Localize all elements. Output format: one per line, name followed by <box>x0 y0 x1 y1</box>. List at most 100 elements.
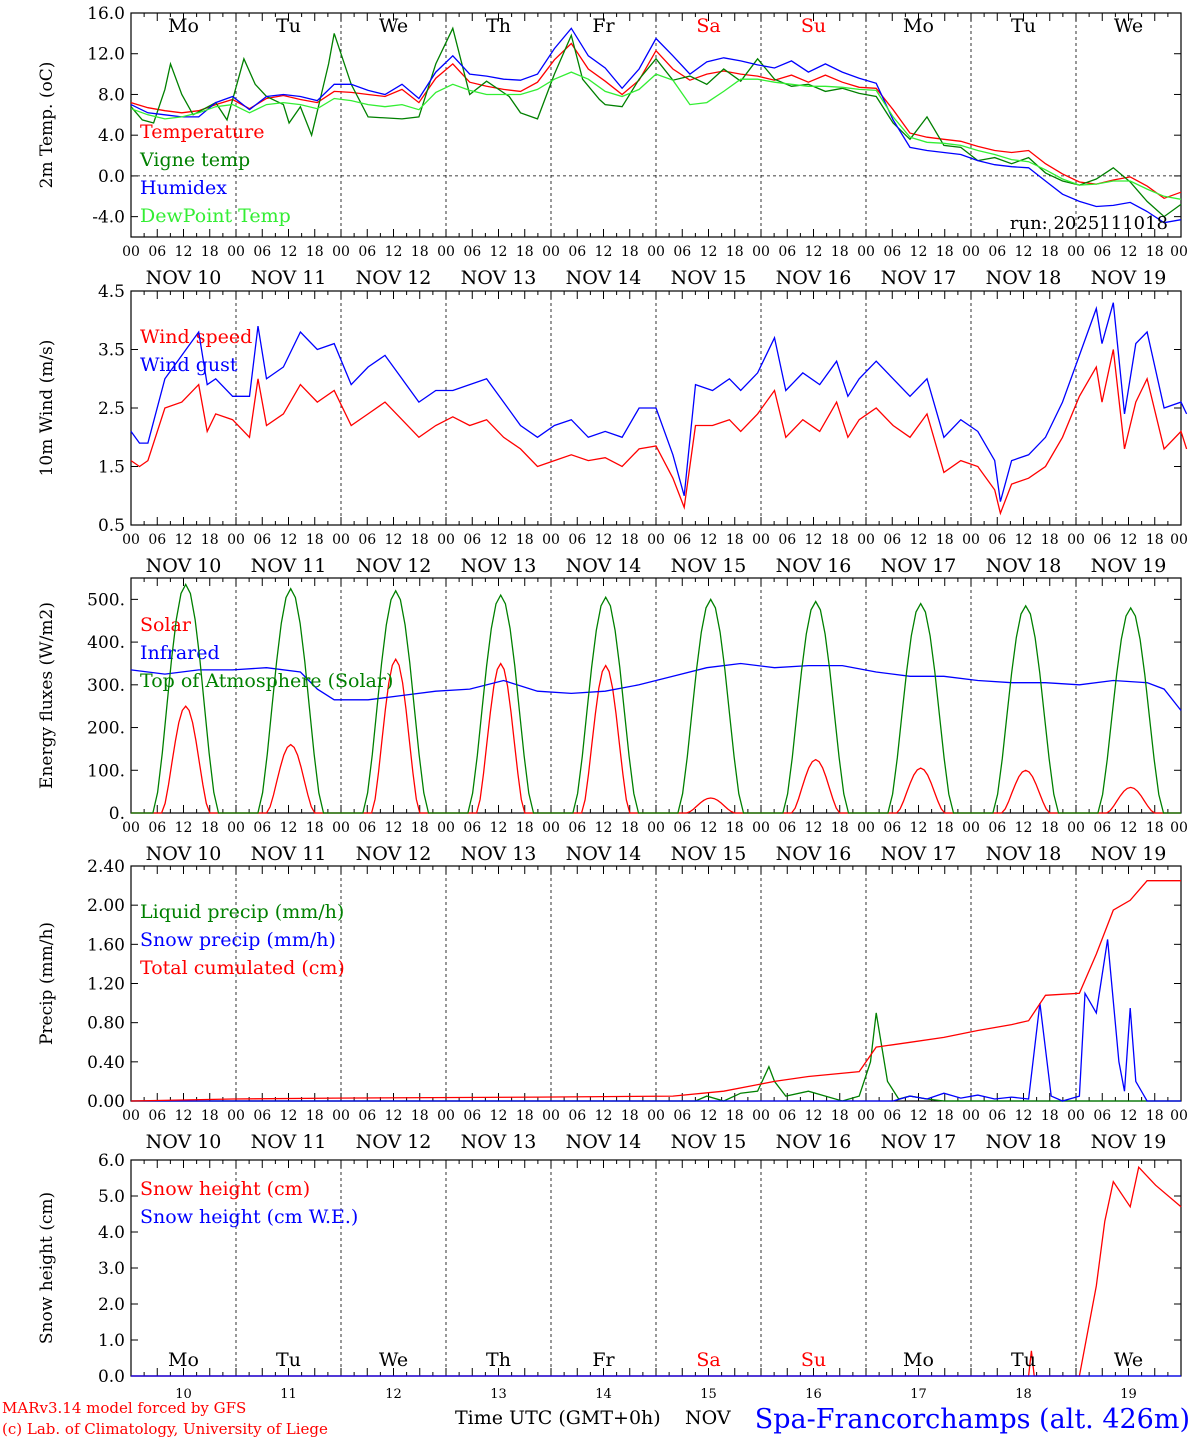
series-line <box>130 42 1182 200</box>
hour-tick-label: 18 <box>306 244 324 260</box>
date-label: NOV 10 <box>146 267 222 289</box>
date-label: NOV 10 <box>146 555 222 577</box>
hour-tick-label: 18 <box>411 532 429 548</box>
series-line <box>130 26 1182 218</box>
hour-tick-label: 12 <box>280 532 298 548</box>
hour-tick-label: 06 <box>148 1108 166 1124</box>
series-line <box>131 1012 1181 1102</box>
hour-tick-label: 18 <box>1041 1108 1059 1124</box>
hour-tick-label: 12 <box>910 532 928 548</box>
hour-tick-label: 12 <box>910 244 928 260</box>
station-name: Spa-Francorchamps (alt. 426m) <box>755 1404 1190 1435</box>
hour-tick-label: 06 <box>253 244 271 260</box>
panel-2: 0.5 1.5 2.5 3.5 4.5 10m Wind (m/s) Wind speed W… <box>37 282 1188 577</box>
hour-tick-label: 06 <box>673 532 691 548</box>
hour-tick-label: 00 <box>542 244 560 260</box>
hour-tick-label: 00 <box>752 820 770 836</box>
y-tick-label: 0.0 <box>98 167 125 187</box>
hour-tick-label: 00 <box>1067 532 1085 548</box>
hour-tick-label: 06 <box>358 820 376 836</box>
date-label: NOV 19 <box>1091 555 1167 577</box>
day-number-label: 19 <box>1120 1387 1137 1402</box>
hour-tick-label: 00 <box>542 1108 560 1124</box>
panel-4: 0.00 0.40 0.80 1.20 1.60 2.00 2.40 Precip (mm/h… <box>37 857 1188 1153</box>
y-tick-label: 0.0 <box>98 1367 125 1387</box>
hour-tick-label: 00 <box>1170 820 1188 836</box>
hour-tick-label: 12 <box>805 1108 823 1124</box>
hour-tick-label: 00 <box>227 244 245 260</box>
hour-tick-label: 00 <box>857 1108 875 1124</box>
y-tick-label: 8.0 <box>98 85 125 105</box>
y-tick-label: 2.5 <box>98 399 125 419</box>
hour-tick-label: 00 <box>752 532 770 548</box>
hour-tick-label: 12 <box>280 820 298 836</box>
hour-tick-label: 18 <box>1146 820 1164 836</box>
date-label: NOV 14 <box>566 267 642 289</box>
weekday-label: We <box>379 15 408 37</box>
hour-tick-label: 18 <box>936 1108 954 1124</box>
hour-tick-label: 18 <box>201 244 219 260</box>
weekday-label: Mo <box>168 15 199 37</box>
hour-tick-label: 18 <box>726 244 744 260</box>
hour-tick-label: 06 <box>1093 244 1111 260</box>
legend-entry: Total cumulated (cm) <box>140 957 345 979</box>
hour-tick-label: 00 <box>437 244 455 260</box>
hour-tick-label: 18 <box>201 1108 219 1124</box>
date-label: NOV 17 <box>881 555 957 577</box>
y-axis-label: 2m Temp. (oC) <box>37 62 57 189</box>
hour-tick-label: 00 <box>227 532 245 548</box>
date-label: NOV 18 <box>986 1131 1062 1153</box>
hour-tick-label: 06 <box>568 820 586 836</box>
weekday-label: Mo <box>168 1349 199 1371</box>
y-axis-label: Precip (mm/h) <box>37 922 57 1045</box>
date-label: NOV 18 <box>986 843 1062 865</box>
y-tick-label: 500. <box>87 590 125 610</box>
hour-tick-label: 12 <box>280 1108 298 1124</box>
hour-tick-label: 00 <box>227 820 245 836</box>
date-label: NOV 12 <box>356 267 432 289</box>
y-tick-label: 3.5 <box>98 341 125 361</box>
date-label: NOV 13 <box>461 1131 537 1153</box>
hour-tick-label: 12 <box>175 820 193 836</box>
hour-tick-label: 00 <box>752 244 770 260</box>
hour-tick-label: 06 <box>988 1108 1006 1124</box>
hour-tick-label: 12 <box>385 532 403 548</box>
date-label: NOV 13 <box>461 267 537 289</box>
y-tick-label: 400. <box>87 633 125 653</box>
y-tick-label: 0. <box>109 804 125 824</box>
y-tick-label: 3.0 <box>98 1259 125 1279</box>
day-number-label: 14 <box>595 1387 612 1402</box>
series-line <box>131 939 1181 1102</box>
legend-entry: Top of Atmosphere (Solar) <box>140 670 393 692</box>
y-tick-label: -4.0 <box>92 208 125 228</box>
hour-tick-label: 00 <box>1067 820 1085 836</box>
hour-tick-label: 12 <box>595 1108 613 1124</box>
weekday-label: Su <box>801 15 826 37</box>
date-label: NOV 11 <box>251 267 327 289</box>
hour-tick-label: 06 <box>148 820 166 836</box>
weekday-label: Sa <box>696 15 720 37</box>
hour-tick-label: 06 <box>673 1108 691 1124</box>
weekday-label: Sa <box>696 1349 720 1371</box>
hour-tick-label: 12 <box>910 820 928 836</box>
date-label: NOV 18 <box>986 555 1062 577</box>
hour-tick-label: 00 <box>437 820 455 836</box>
hour-tick-label: 00 <box>1170 1108 1188 1124</box>
hour-tick-label: 06 <box>778 532 796 548</box>
y-tick-label: 100. <box>87 761 125 781</box>
hour-tick-label: 06 <box>883 1108 901 1124</box>
day-number-label: 11 <box>280 1387 297 1402</box>
hour-tick-label: 12 <box>385 1108 403 1124</box>
hour-tick-label: 00 <box>647 1108 665 1124</box>
y-tick-label: 1.20 <box>87 975 125 995</box>
legend-entry: Humidex <box>140 177 227 199</box>
weekday-label: Tu <box>1011 1349 1036 1371</box>
date-label: NOV 16 <box>776 843 852 865</box>
y-tick-label: 200. <box>87 719 125 739</box>
legend-entry: Snow height (cm) <box>140 1178 310 1200</box>
hour-tick-label: 00 <box>857 532 875 548</box>
y-tick-label: 0.5 <box>98 516 125 536</box>
hour-tick-label: 18 <box>936 820 954 836</box>
hour-tick-label: 18 <box>516 532 534 548</box>
series-line <box>130 71 1182 200</box>
